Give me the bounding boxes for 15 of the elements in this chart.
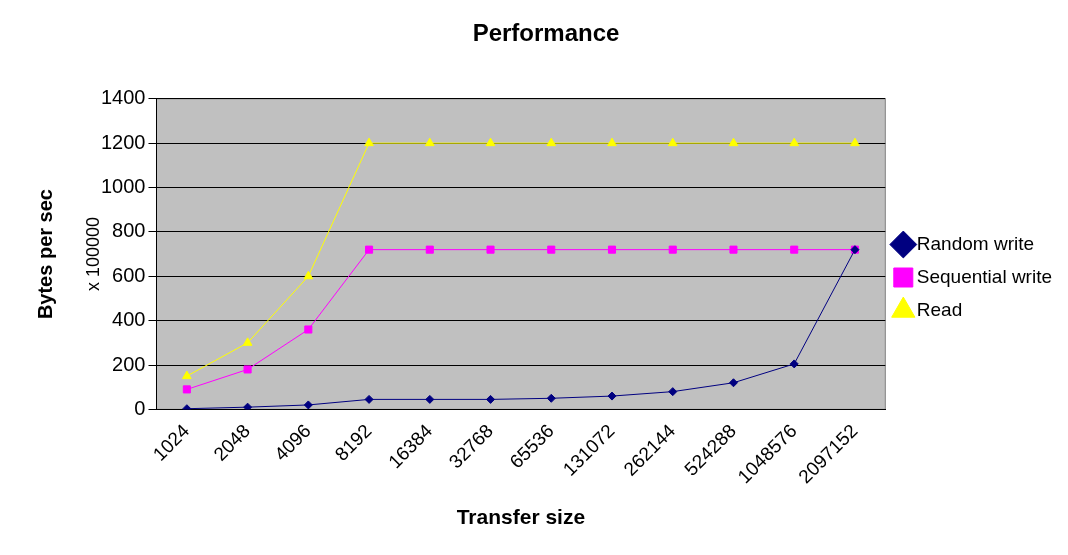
y-tick-label: 400 [112, 308, 146, 331]
y-tick-label: 1000 [100, 175, 146, 198]
legend-label: Sequential write [916, 265, 1053, 287]
legend-label: Random write [916, 232, 1035, 254]
y-axis-title: Bytes per sec [33, 189, 56, 320]
text: x 100000 [83, 217, 104, 292]
y-tick-label: 1400 [100, 86, 146, 109]
y-tick-label: 0 [134, 396, 146, 419]
y-tick-label: 200 [112, 352, 146, 375]
legend-label: Read [916, 298, 963, 320]
y-tick-label: 1200 [100, 130, 146, 153]
x-axis-title: Transfer size [456, 505, 586, 529]
chart-title: Performance [472, 19, 620, 47]
y-tick-label: 600 [112, 263, 146, 286]
y-tick-label: 800 [112, 219, 146, 242]
